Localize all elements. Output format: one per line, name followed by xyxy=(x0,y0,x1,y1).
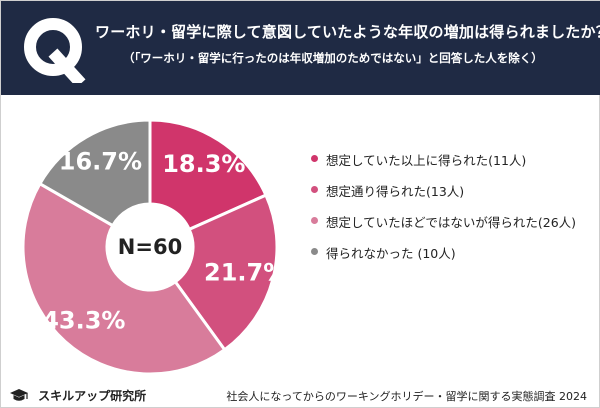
data-label-less-than-expected: 43.3% xyxy=(42,307,125,335)
legend-item-more-than-expected: 想定していた以上に得られた(11人) xyxy=(311,150,527,168)
legend-swatch xyxy=(311,155,318,162)
data-label-as-expected: 21.7% xyxy=(204,259,287,287)
legend-label: 想定していたほどではないが得られた(26人) xyxy=(326,215,577,230)
question-title: ワーホリ・留学に際して意図していたような年収の増加は得られましたか？ xyxy=(95,23,600,41)
legend-swatch xyxy=(311,248,318,255)
slice-more-than-expected xyxy=(148,118,268,232)
legend-label: 想定通り得られた(13人) xyxy=(326,184,465,199)
slice-less-than-expected xyxy=(21,181,227,376)
legend-item-as-expected: 想定通り得られた(13人) xyxy=(311,181,465,199)
slice-not-obtained xyxy=(37,118,152,228)
legend-item-less-than-expected: 想定していたほどではないが得られた(26人) xyxy=(311,212,577,230)
legend-label: 得られなかった (10人) xyxy=(326,246,456,261)
legend-item-not-obtained: 得られなかった (10人) xyxy=(311,243,456,261)
donut-chart: 18.3% 21.7% 43.3% 16.7% N=60 xyxy=(21,118,287,376)
data-label-more-than-expected: 18.3% xyxy=(162,150,245,178)
question-header: ワーホリ・留学に際して意図していたような年収の増加は得られましたか？ （「ワーホ… xyxy=(1,1,600,95)
survey-title: 社会人になってからのワーキングホリデー・留学に関する実態調査 2024 xyxy=(226,390,587,403)
slice-as-expected xyxy=(173,193,279,352)
legend-swatch xyxy=(311,186,318,193)
legend-label: 想定していた以上に得られた(11人) xyxy=(326,153,527,168)
q-mark-icon xyxy=(24,18,86,83)
brand-logo: スキルアップ研究所 xyxy=(9,385,146,403)
data-label-not-obtained: 16.7% xyxy=(59,147,142,175)
center-label: N=60 xyxy=(118,235,182,259)
legend-swatch xyxy=(311,217,318,224)
graduation-cap-icon xyxy=(10,388,28,401)
brand-name: スキルアップ研究所 xyxy=(38,389,147,403)
question-note: （「ワーホリ・留学に行ったのは年収増加のためではない」と回答した人を除く） xyxy=(123,51,543,65)
